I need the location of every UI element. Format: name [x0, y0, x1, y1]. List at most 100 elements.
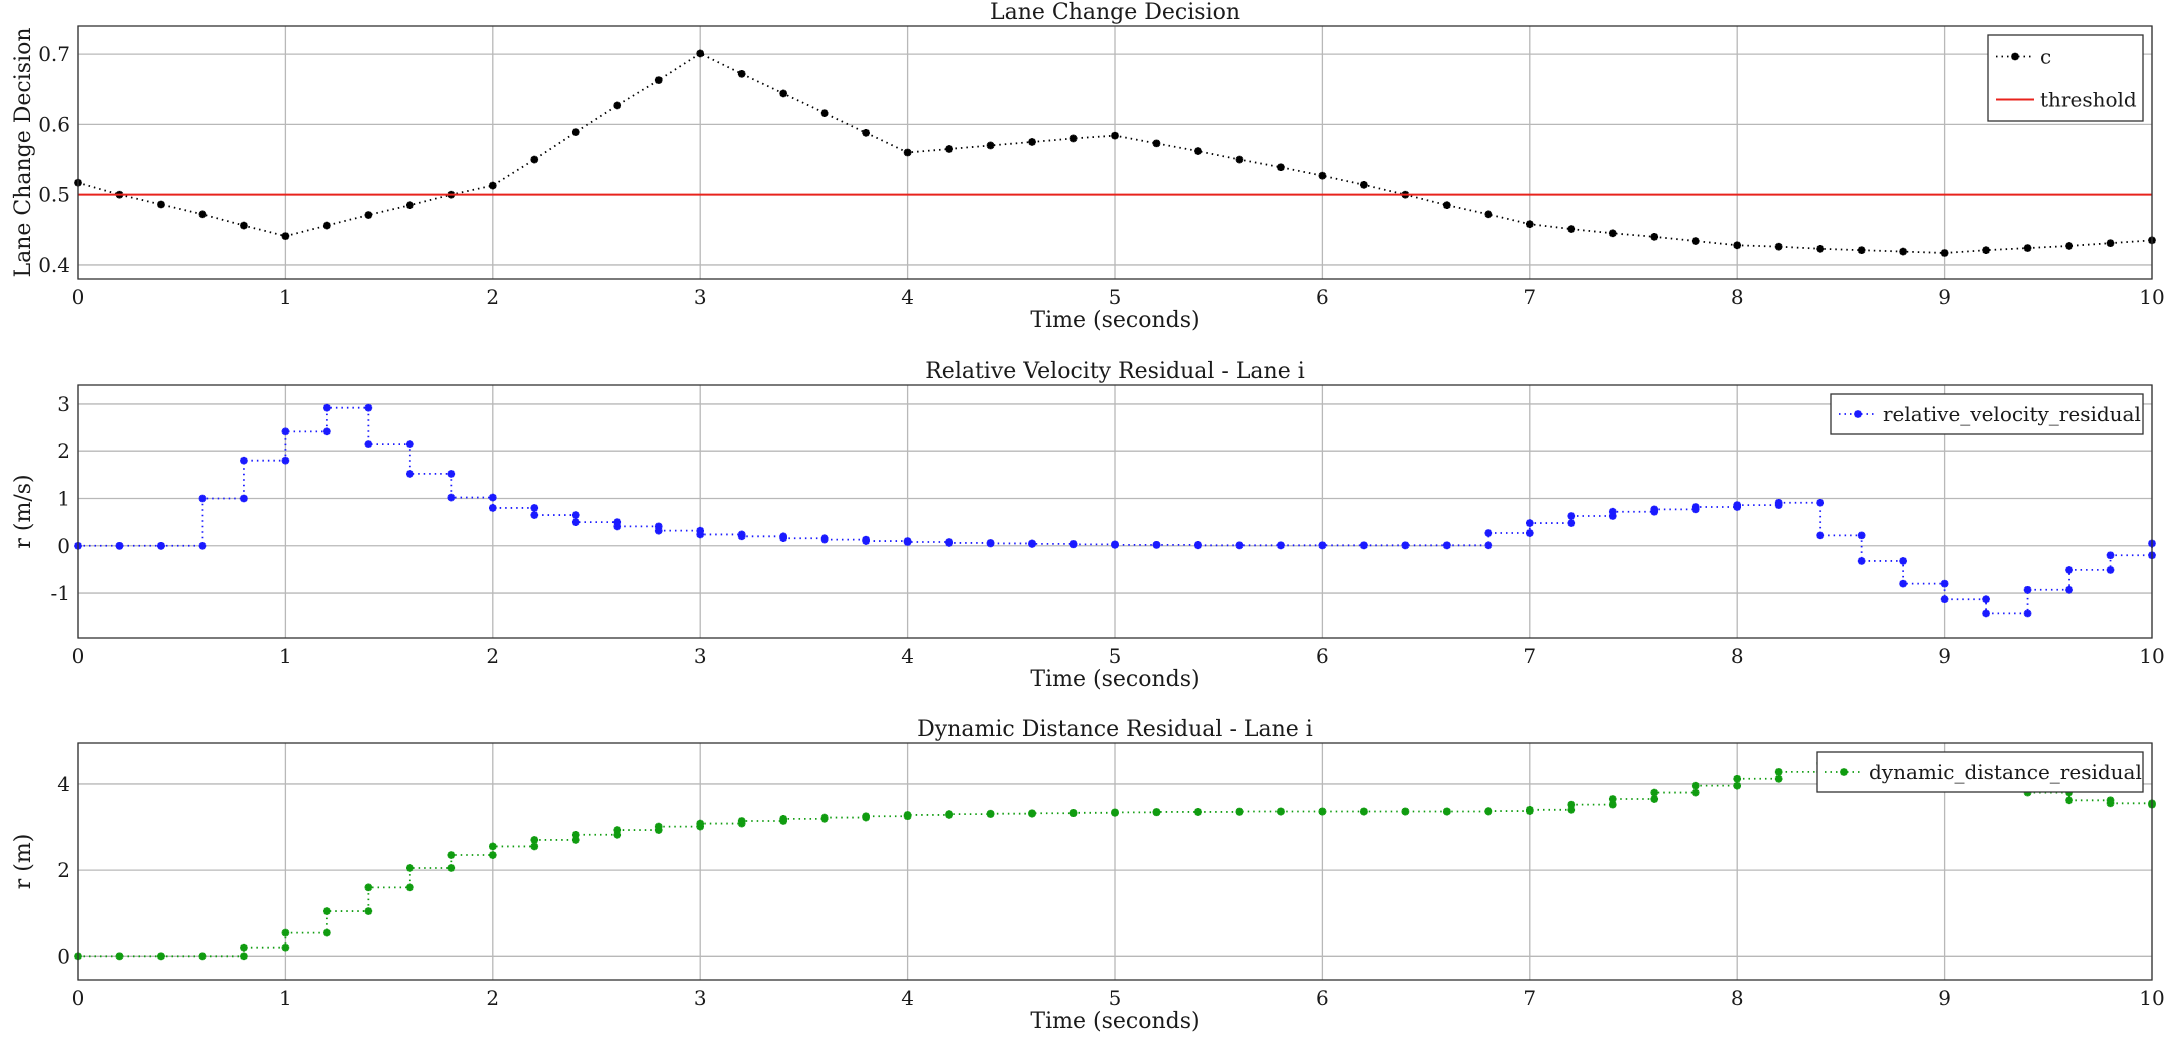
data-point-marker	[945, 810, 953, 818]
data-point-marker	[2023, 609, 2032, 618]
data-point-marker	[2106, 239, 2115, 247]
data-point-marker	[903, 811, 912, 819]
data-point-marker	[613, 522, 622, 531]
data-point-marker	[1608, 800, 1617, 809]
data-point-marker	[489, 504, 497, 512]
data-point-marker	[240, 221, 248, 230]
data-point-marker	[862, 537, 870, 545]
data-point-marker	[1484, 541, 1493, 550]
data-point-marker	[945, 145, 953, 153]
data-point-marker	[737, 69, 746, 78]
y-axis-label: r (m/s)	[11, 474, 36, 548]
data-point-marker	[1816, 498, 1824, 507]
data-point-marker	[1360, 181, 1368, 189]
data-point-marker	[571, 511, 580, 519]
legend-box	[1830, 393, 2144, 435]
data-point-marker	[1982, 246, 1990, 254]
legend-box	[1816, 751, 2144, 793]
x-tick-label: 8	[1731, 986, 1744, 1010]
data-point-marker	[571, 128, 580, 136]
data-point-marker	[1567, 519, 1576, 527]
x-tick-label: 8	[1731, 285, 1744, 309]
data-point-marker	[406, 201, 414, 210]
data-point-marker	[1650, 233, 1659, 241]
data-point-marker	[1567, 225, 1576, 233]
data-point-marker	[1857, 246, 1866, 254]
data-point-marker	[1484, 529, 1493, 537]
x-tick-label: 4	[901, 986, 914, 1010]
data-point-marker	[1111, 541, 1119, 549]
data-point-marker	[1526, 519, 1534, 527]
data-point-marker	[323, 427, 331, 436]
data-point-marker	[198, 952, 207, 961]
data-point-marker	[2023, 585, 2032, 594]
data-point-marker	[198, 541, 207, 550]
data-point-marker	[1899, 557, 1907, 565]
data-point-marker	[2065, 242, 2073, 250]
data-point-marker	[1650, 505, 1659, 514]
data-point-marker	[240, 494, 248, 503]
y-axis-label: r (m)	[11, 834, 36, 890]
plot-frame	[77, 25, 2153, 280]
y-tick-label: 3	[57, 392, 70, 416]
data-point-marker	[406, 470, 414, 478]
data-point-marker	[447, 851, 456, 859]
data-point-marker	[1982, 595, 1990, 604]
data-point-marker	[1774, 768, 1783, 776]
data-point-marker	[281, 943, 290, 952]
data-point-marker	[654, 822, 663, 831]
data-point-marker	[1567, 512, 1576, 520]
data-point-marker	[1608, 229, 1617, 238]
data-point-marker	[1733, 774, 1741, 783]
data-point-marker	[1235, 155, 1244, 164]
x-tick-label: 7	[1523, 644, 1536, 668]
data-point-marker	[115, 541, 124, 550]
x-tick-label: 1	[279, 285, 292, 309]
data-point-marker	[654, 76, 663, 84]
data-point-marker	[323, 907, 331, 915]
data-point-marker	[1028, 809, 1036, 818]
chart-relative-velocity-residual: 0 1 2 3 4 5 6 7 8 9 10 -1 0 1 2 3 Relative Velocity Resi…	[11, 359, 2165, 692]
legend-label-c: c	[2040, 45, 2051, 69]
data-point-marker	[1111, 808, 1119, 817]
data-point-marker	[198, 494, 207, 503]
series-c	[74, 49, 2156, 257]
legend-marker-dynamic_distance_residual	[1840, 768, 1848, 776]
data-point-marker	[1816, 244, 1824, 253]
data-point-marker	[862, 812, 870, 821]
legend-label-dynamic_distance_residual: dynamic_distance_residual	[1869, 760, 2142, 784]
data-point-marker	[1069, 540, 1078, 549]
x-tick-label: 2	[486, 986, 499, 1010]
data-point-marker	[364, 883, 373, 892]
y-tick-label: 0.7	[38, 42, 70, 66]
data-point-marker	[654, 522, 663, 531]
data-point-marker	[696, 819, 704, 828]
data-point-marker	[2106, 566, 2115, 574]
data-point-marker	[1940, 579, 1949, 588]
legend-marker-c	[2011, 52, 2019, 61]
data-point-marker	[613, 830, 622, 839]
data-point-marker	[903, 148, 912, 157]
data-point-marker	[323, 928, 331, 937]
legend-label-relative_velocity_residual: relative_velocity_residual	[1883, 402, 2141, 426]
x-tick-label: 9	[1938, 986, 1951, 1010]
data-point-marker	[1318, 171, 1327, 180]
data-point-marker	[2065, 796, 2073, 805]
x-tick-label: 4	[901, 644, 914, 668]
chart-title: Dynamic Distance Residual - Lane i	[917, 717, 1313, 742]
data-point-marker	[696, 530, 704, 539]
y-tick-label: 0.6	[38, 112, 70, 136]
data-point-marker	[2065, 566, 2073, 574]
data-point-marker	[1774, 498, 1783, 507]
data-point-marker	[2065, 585, 2073, 594]
x-tick-label: 9	[1938, 285, 1951, 309]
data-point-marker	[820, 109, 829, 117]
data-point-marker	[613, 518, 622, 526]
x-tick-label: 10	[2139, 644, 2164, 668]
data-point-marker	[1235, 807, 1244, 816]
data-point-marker	[1484, 210, 1493, 219]
legend: c threshold	[1987, 34, 2144, 122]
data-point-marker	[1152, 541, 1161, 549]
data-point-marker	[530, 836, 539, 844]
data-point-marker	[1733, 781, 1741, 790]
